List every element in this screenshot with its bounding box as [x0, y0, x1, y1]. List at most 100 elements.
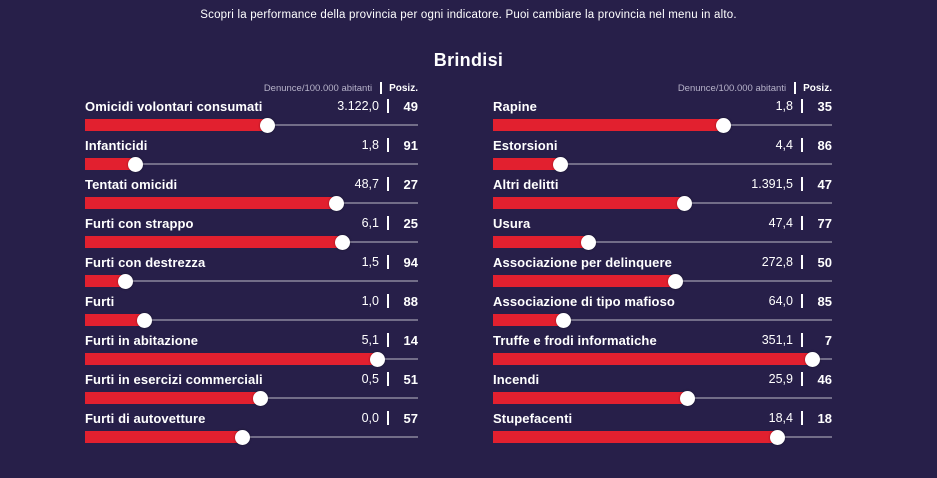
- gauge-fill-bar: [493, 431, 778, 443]
- indicator-value: 64,0: [768, 294, 793, 308]
- indicator-label: Stupefacenti: [493, 410, 573, 426]
- indicator-value: 5,1: [361, 333, 379, 347]
- value-rank-divider: [387, 216, 389, 230]
- indicator-rank: 91: [403, 137, 418, 153]
- indicator-label: Rapine: [493, 98, 537, 114]
- indicator-gauge: [85, 234, 418, 250]
- indicator-row: Furti con strappo 6,1 25: [85, 216, 418, 255]
- gauge-knob: [234, 429, 250, 445]
- indicator-row: Usura 47,4 77: [493, 216, 832, 255]
- indicator-value: 351,1: [761, 333, 793, 347]
- indicator-row: Furti in abitazione 5,1 14: [85, 333, 418, 372]
- indicator-label: Usura: [493, 215, 531, 231]
- gauge-fill-bar: [493, 392, 688, 404]
- gauge-fill-bar: [85, 236, 343, 248]
- indicator-value: 0,5: [361, 372, 379, 386]
- indicator-row: Associazione per delinquere 272,8 50: [493, 255, 832, 294]
- indicator-label: Estorsioni: [493, 137, 558, 153]
- indicator-value: 0,0: [361, 411, 379, 425]
- column-header: Denunce/100.000 abitanti Posiz.: [493, 82, 832, 94]
- indicator-label: Incendi: [493, 371, 540, 387]
- indicator-label: Truffe e frodi informatiche: [493, 332, 657, 348]
- indicator-gauge: [85, 195, 418, 211]
- rank-header-label: Posiz.: [389, 82, 418, 94]
- header-divider: [380, 82, 383, 94]
- gauge-track: [85, 163, 418, 165]
- gauge-fill-bar: [493, 119, 724, 131]
- indicator-value: 1,0: [361, 294, 379, 308]
- indicator-value: 3.122,0: [337, 99, 379, 113]
- indicator-gauge: [493, 312, 832, 328]
- indicator-value: 1,8: [361, 138, 379, 152]
- value-rank-divider: [387, 99, 389, 113]
- indicator-row: Furti di autovetture 0,0 57: [85, 411, 418, 450]
- indicator-gauge: [85, 429, 418, 445]
- indicator-gauge: [85, 117, 418, 133]
- gauge-fill-bar: [493, 353, 813, 365]
- indicator-columns: Denunce/100.000 abitanti Posiz. Omicidi …: [85, 82, 832, 450]
- indicator-value: 1,8: [775, 99, 793, 113]
- value-rank-divider: [801, 333, 803, 347]
- indicator-label: Furti: [85, 293, 115, 309]
- value-rank-divider: [801, 294, 803, 308]
- indicator-gauge: [493, 234, 832, 250]
- metric-unit-label: Denunce/100.000 abitanti: [677, 82, 787, 94]
- indicators-column-left: Denunce/100.000 abitanti Posiz. Omicidi …: [85, 82, 418, 450]
- indicator-rank: 46: [817, 371, 832, 387]
- gauge-knob: [127, 156, 143, 172]
- value-rank-divider: [387, 294, 389, 308]
- indicator-gauge: [493, 390, 832, 406]
- indicator-row: Incendi 25,9 46: [493, 372, 832, 411]
- indicator-rank: 25: [403, 215, 418, 231]
- gauge-knob: [369, 351, 385, 367]
- indicator-gauge: [85, 273, 418, 289]
- indicator-gauge: [493, 273, 832, 289]
- indicator-rank: 94: [403, 254, 418, 270]
- indicator-label: Infanticidi: [85, 137, 148, 153]
- indicator-rank: 35: [817, 98, 832, 114]
- indicator-rank: 18: [817, 410, 832, 426]
- gauge-knob: [667, 273, 683, 289]
- indicator-row: Truffe e frodi informatiche 351,1 7: [493, 333, 832, 372]
- gauge-knob: [770, 429, 786, 445]
- indicator-row: Associazione di tipo mafioso 64,0 85: [493, 294, 832, 333]
- indicator-label: Omicidi volontari consumati: [85, 98, 263, 114]
- metric-unit-label: Denunce/100.000 abitanti: [263, 82, 373, 94]
- indicator-rank: 49: [403, 98, 418, 114]
- indicator-value: 25,9: [768, 372, 793, 386]
- value-rank-divider: [801, 99, 803, 113]
- indicator-value: 47,4: [768, 216, 793, 230]
- intro-note: Scopri la performance della provincia pe…: [200, 9, 737, 21]
- indicator-rank: 50: [817, 254, 832, 270]
- gauge-fill-bar: [85, 158, 136, 170]
- gauge-fill-bar: [85, 314, 145, 326]
- gauge-track: [85, 319, 418, 321]
- indicator-value: 272,8: [761, 255, 793, 269]
- gauge-fill-bar: [493, 275, 676, 287]
- indicator-gauge: [493, 117, 832, 133]
- indicator-row: Rapine 1,8 35: [493, 99, 832, 138]
- gauge-fill-bar: [85, 119, 268, 131]
- value-rank-divider: [387, 177, 389, 191]
- indicator-value: 4,4: [775, 138, 793, 152]
- gauge-knob: [253, 390, 269, 406]
- indicator-label: Associazione di tipo mafioso: [493, 293, 675, 309]
- gauge-knob: [552, 156, 568, 172]
- indicator-row: Estorsioni 4,4 86: [493, 138, 832, 177]
- value-rank-divider: [801, 372, 803, 386]
- indicator-rank: 77: [817, 215, 832, 231]
- indicator-rank: 88: [403, 293, 418, 309]
- indicator-label: Associazione per delinquere: [493, 254, 672, 270]
- indicator-row: Altri delitti 1.391,5 47: [493, 177, 832, 216]
- indicator-gauge: [493, 156, 832, 172]
- value-rank-divider: [387, 138, 389, 152]
- indicator-row: Omicidi volontari consumati 3.122,0 49: [85, 99, 418, 138]
- indicator-gauge: [493, 429, 832, 445]
- indicator-rank: 51: [403, 371, 418, 387]
- indicator-label: Furti di autovetture: [85, 410, 206, 426]
- value-rank-divider: [801, 138, 803, 152]
- indicator-gauge: [85, 390, 418, 406]
- gauge-fill-bar: [85, 275, 126, 287]
- header-divider: [794, 82, 797, 94]
- indicator-gauge: [493, 351, 832, 367]
